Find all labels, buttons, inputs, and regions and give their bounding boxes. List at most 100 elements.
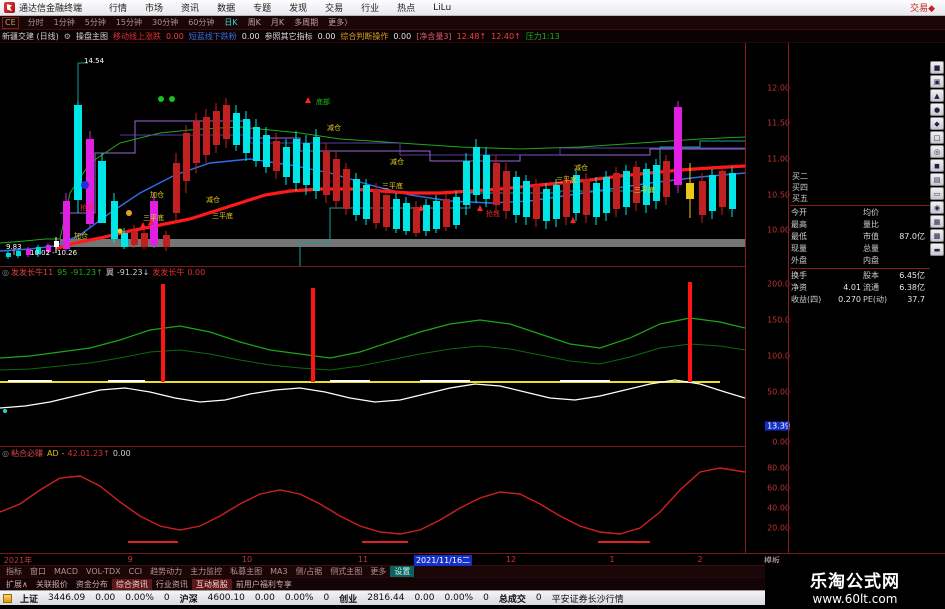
price-chart-canvas[interactable] [0,43,745,266]
menu-item-9[interactable]: LiLu [433,2,452,13]
tb-vol-tdx[interactable]: VOL-TDX [85,567,121,576]
price-panel[interactable]: 14.54 9.83 10.02 - 10.26 加仓 抢钱 加仓 三平底 减仓… [0,43,745,266]
xt-expand[interactable]: 扩展∧ [6,579,28,589]
indicator-1-header: ◎ 发发长牛11 95 -91.23↑ 翼 -91.23↓ 发发长牛 0.00 [0,267,208,278]
main-indicator-label[interactable]: 操盘主图 [75,31,108,41]
period-30min[interactable]: 30分钟 [152,18,179,27]
indicator-2-title[interactable]: 粘合必赚 [10,449,43,458]
rail-button-4[interactable]: ● [930,103,944,116]
tb-ma3[interactable]: MA3 [270,567,288,576]
menu-item-8[interactable]: 热点 [397,4,416,14]
stat-value-low [824,231,862,243]
rail-button-2[interactable]: ▣ [930,75,944,88]
stat-value-turnover [824,270,862,282]
tb-more[interactable]: 更多 [370,567,387,576]
rail-button-5[interactable]: ◆ [930,117,944,130]
rail-button-12[interactable]: ▦ [930,215,944,228]
watermark-site-name: 乐淘公式网 [810,571,900,592]
indicator-1-canvas[interactable] [0,266,745,446]
tb-occupy[interactable]: 侧/占据 [295,567,323,576]
xt-fund-distribution[interactable]: 资金分布 [75,579,108,589]
menu-item-6[interactable]: 交易 [325,4,344,14]
xt-user-benefits[interactable]: 前用户福利专享 [235,579,292,589]
bid-row-4[interactable]: 买四 [790,182,930,193]
period-multi[interactable]: 多周期 [294,18,319,27]
rail-button-14[interactable]: ▬ [930,243,944,256]
stat-label-pe: PE(动) [863,295,888,304]
indicator-1-bullet: ◎ [2,268,9,277]
menu-item-0[interactable]: 行情 [109,4,128,14]
xt-linked-quotes[interactable]: 关联报价 [35,579,68,589]
indicator-panel-1[interactable]: ◎ 发发长牛11 95 -91.23↑ 翼 -91.23↓ 发发长牛 0.00 [0,266,745,446]
index-2-name[interactable]: 创业 [339,594,358,605]
menu-item-1[interactable]: 市场 [145,4,164,14]
quote-divider-2 [790,268,930,269]
rail-button-6[interactable]: □ [930,131,944,144]
period-more[interactable]: 更多〉 [328,18,353,27]
rail-button-11[interactable]: ◉ [930,201,944,214]
tb-settings[interactable]: 设置 [390,566,415,577]
price-tick-2: 11.00 [767,154,790,164]
tb-trend-power[interactable]: 趋势动力 [150,567,183,576]
period-60min[interactable]: 60分钟 [188,18,215,27]
indicator-2-canvas[interactable] [0,446,745,553]
right-tool-rail[interactable]: ■ ▣ ▲ ● ◆ □ ◎ ◼ ▤ ▭ ◉ ▦ ▩ ▬ [930,61,945,256]
template-label[interactable]: 模板 [764,556,780,565]
date-tick-12: 12 [505,555,517,564]
period-15min[interactable]: 15分钟 [115,18,143,27]
stat-label-eps: 收益(四) [791,295,822,304]
index-1-volume: 0 [323,593,330,603]
index-2-change: 0.00 [414,593,435,603]
xt-interactive[interactable]: 互动易股 [191,578,232,590]
bid-row-5[interactable]: 买五 [790,193,930,204]
tb-private-main[interactable]: 私募主图 [230,567,263,576]
tb-cci[interactable]: CCI [128,567,143,576]
tb-side-main[interactable]: 侧式主图 [330,567,363,576]
tb-macd[interactable]: MACD [54,567,78,576]
rail-button-8[interactable]: ◼ [930,159,944,172]
tb-main-monitor[interactable]: 主力监控 [190,567,223,576]
trade-shortcut[interactable]: 交易◆ [910,4,935,14]
stat-label-netasset: 净资 [791,283,807,292]
ind2-tick-3: 20.00 [767,523,790,533]
period-5min[interactable]: 5分钟 [84,18,106,27]
menu-item-2[interactable]: 资讯 [181,4,200,14]
indicator-panel-2[interactable]: ◎ 粘合必赚 AD - 42.01.23↑ 0.00 [0,446,745,553]
indicator-1-title[interactable]: 发发长牛11 [10,268,54,277]
rail-button-7[interactable]: ◎ [930,145,944,158]
indicator-1-v6: 0.00 [187,268,206,277]
rail-button-3[interactable]: ▲ [930,89,944,102]
xt-industry-news[interactable]: 行业资讯 [155,579,188,589]
stat-label-open: 今开 [791,208,807,217]
rail-button-9[interactable]: ▤ [930,173,944,186]
xt-comprehensive-news[interactable]: 综合资讯 [111,578,152,590]
rail-button-10[interactable]: ▭ [930,187,944,200]
index-1-name[interactable]: 沪深 [179,594,198,605]
annotation-grab-1: 抢钱 [80,204,94,212]
quote-stats-grid-2: 换手 股本 6.45亿 净资 4.01 流通 6.38亿 收益(四) 0.270… [790,270,930,306]
menu-item-3[interactable]: 数据 [217,4,236,14]
period-monthk[interactable]: 月K [270,18,285,27]
menu-item-4[interactable]: 专题 [253,4,272,14]
status-menu-icon[interactable] [3,593,12,603]
tb-window[interactable]: 窗口 [30,567,46,576]
index-0-name[interactable]: 上证 [20,594,39,605]
watermark: 乐淘公式网 www.60lt.com [765,563,945,609]
period-left-box[interactable]: CE [2,16,19,29]
period-fenshi[interactable]: 分时 [27,18,44,27]
stat-value-totalvol [890,243,926,255]
period-1min[interactable]: 1分钟 [53,18,75,27]
rail-button-13[interactable]: ▩ [930,229,944,242]
menu-item-5[interactable]: 发现 [289,4,308,14]
annotation-triple-bottom-4: 三平底 [556,176,577,184]
bid-2-label: 买二 [792,172,808,181]
rail-button-1[interactable]: ■ [930,61,944,74]
annotation-add-1: 加仓 [74,232,88,240]
period-weekk[interactable]: 周K [247,18,261,27]
menu-item-7[interactable]: 行业 [361,4,380,14]
menu-bar: 通达信金融终端 行情 市场 资讯 数据 专题 发现 交易 行业 热点 LiLu … [0,0,945,16]
period-dayk[interactable]: 日K [224,18,238,27]
bid-row-2[interactable]: 买二 [790,171,930,182]
tb-indicators[interactable]: 指标 [6,567,22,576]
gear-icon[interactable]: ⚙ [63,31,71,41]
